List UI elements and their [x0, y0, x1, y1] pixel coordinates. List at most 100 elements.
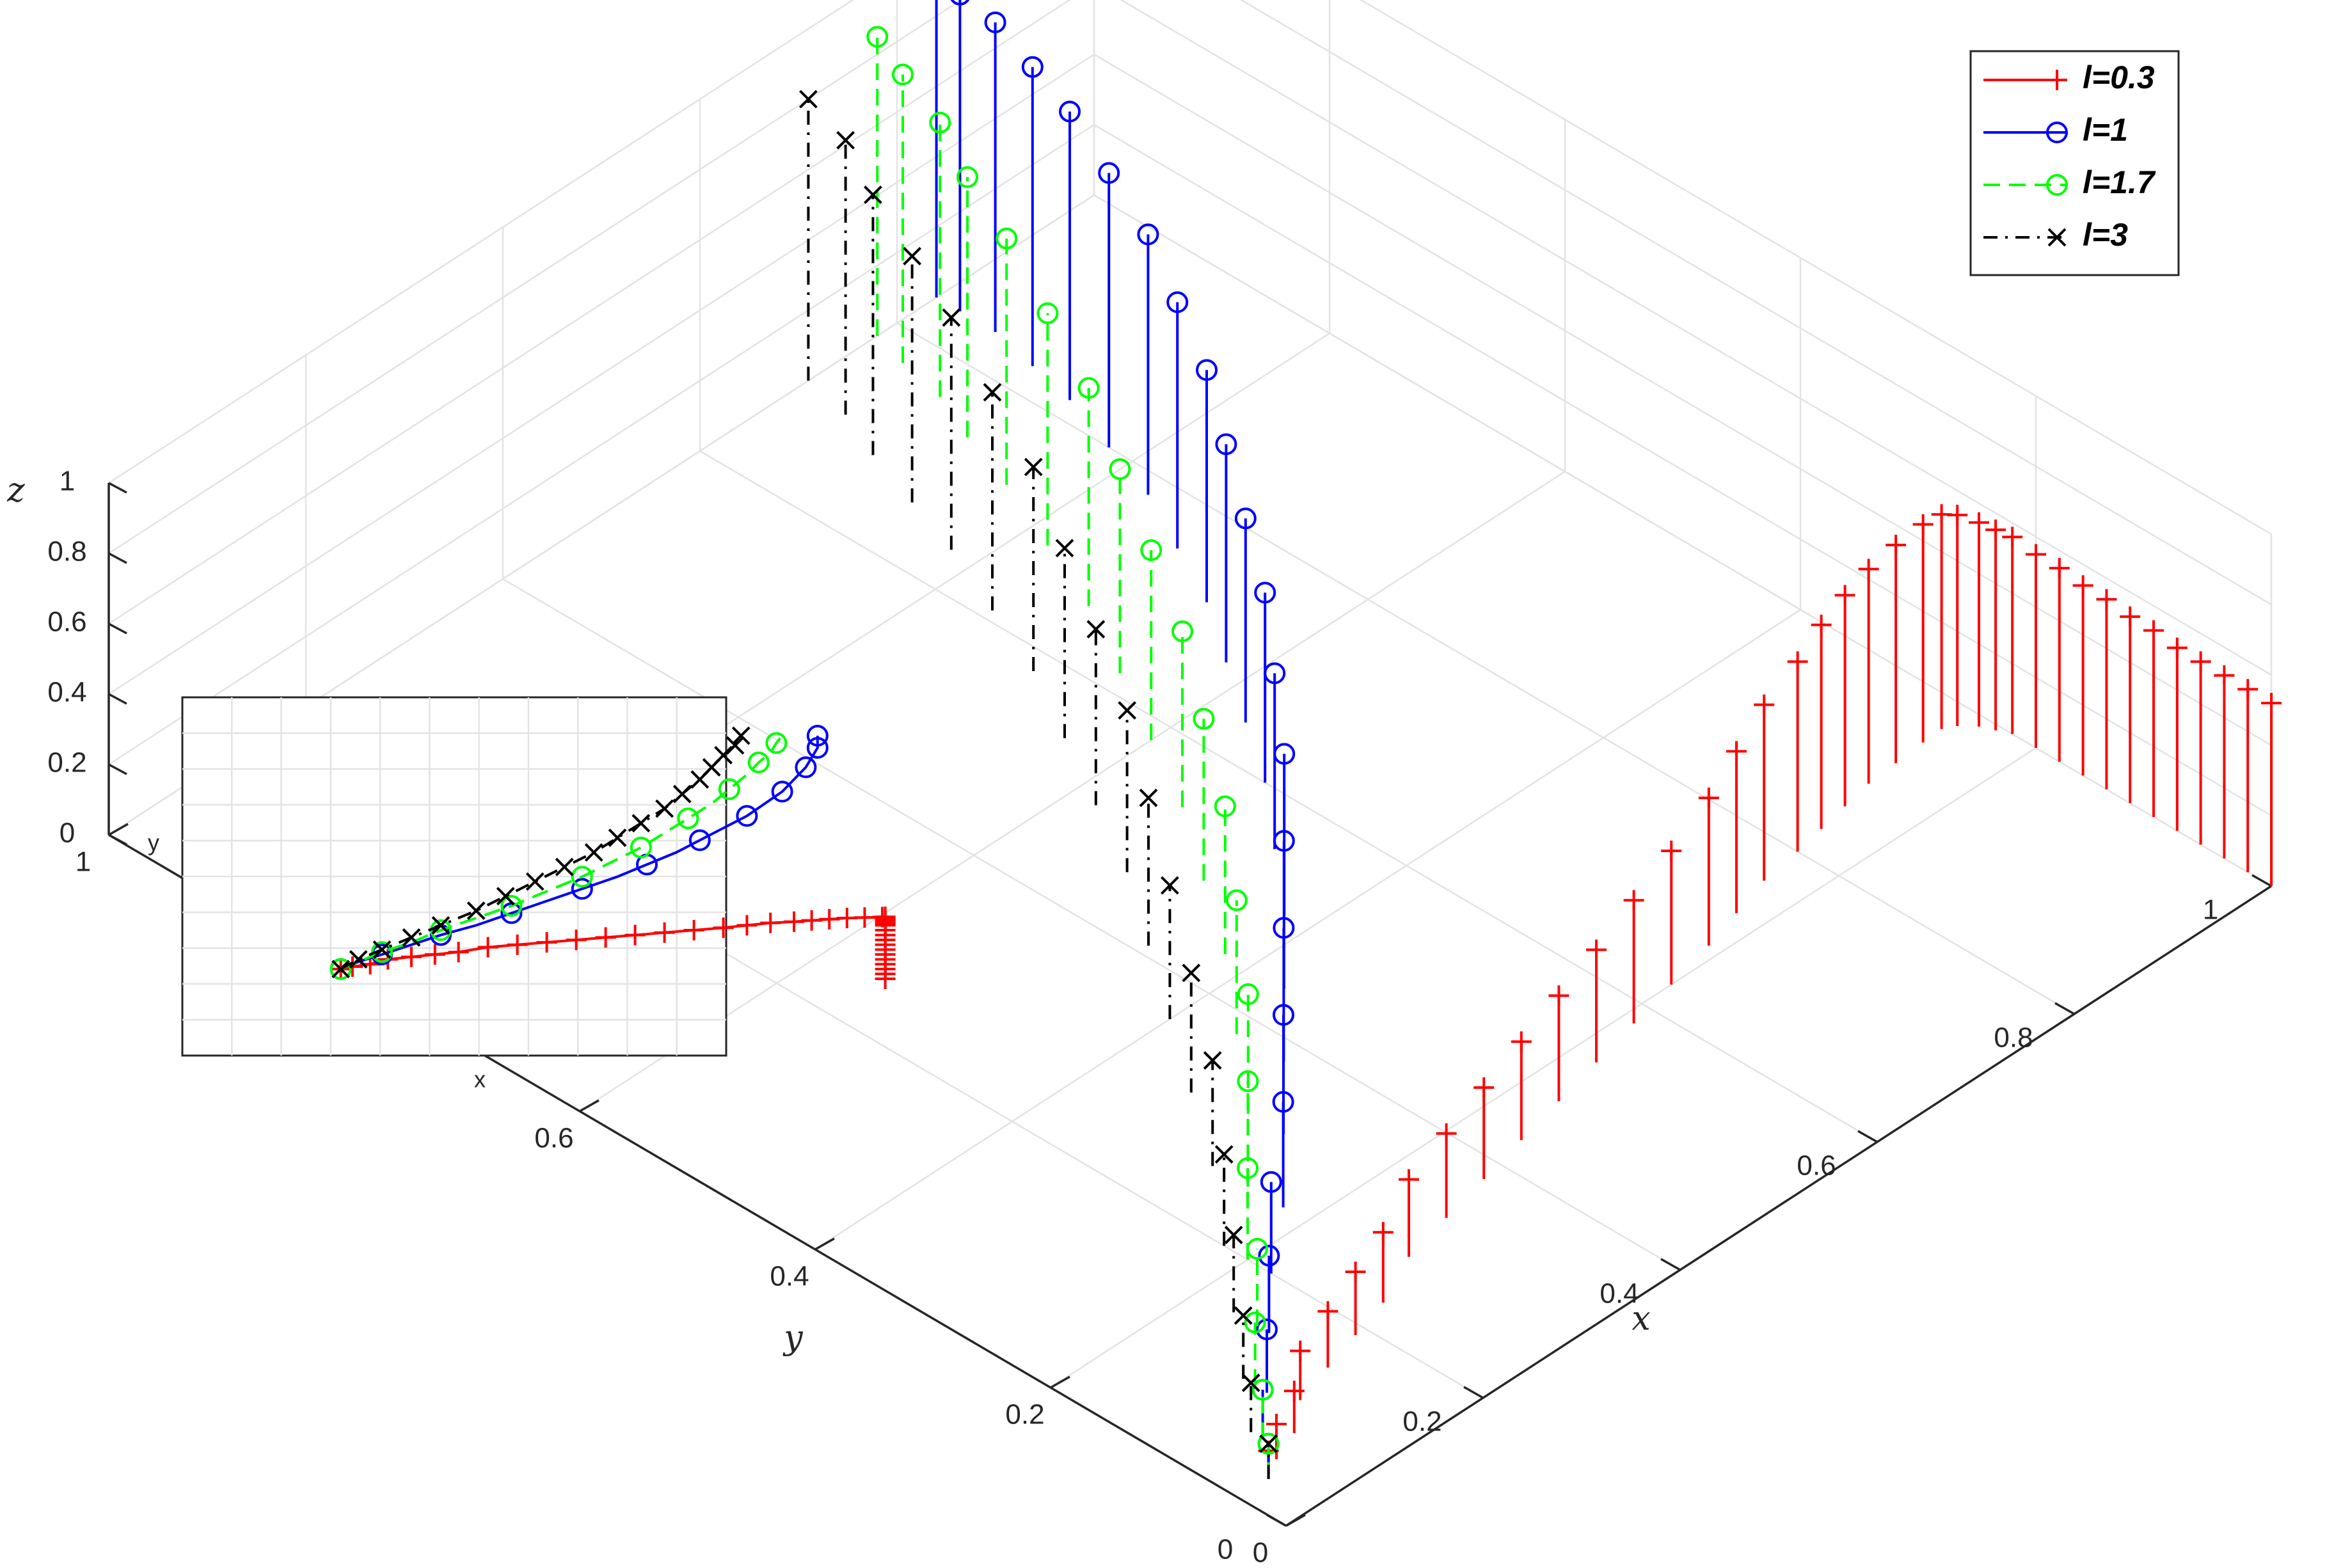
x-tick-label: 0.6: [1797, 1150, 1836, 1182]
y-tick-label: 0: [1253, 1537, 1268, 1568]
marker-circle: [688, 829, 711, 851]
grid-line: [579, 470, 1566, 1113]
marker-circle: [630, 836, 652, 859]
marker-circle: [1234, 507, 1257, 530]
grid-line: [1093, 123, 2272, 817]
marker-plus: [2261, 693, 2282, 713]
marker-plus: [1912, 514, 1934, 535]
marker-cross: [1259, 1434, 1278, 1453]
marker-plus: [760, 912, 781, 933]
marker-circle: [771, 780, 793, 803]
marker-stroke: [496, 887, 515, 906]
marker-circle: [571, 878, 593, 900]
marker-cross: [496, 887, 515, 906]
marker-plus: [1969, 512, 1989, 533]
marker-stroke: [1259, 1434, 1278, 1453]
grid-line: [1093, 194, 2272, 887]
grid-line: [108, 0, 854, 484]
marker-cross: [798, 90, 818, 109]
marker-plus: [2096, 589, 2117, 610]
marker-plus: [1586, 939, 1607, 960]
inset-y-label: y: [148, 830, 159, 856]
marker-stroke: [1086, 620, 1106, 639]
z-tick-label: 0.6: [47, 606, 86, 638]
marker-circle: [1171, 620, 1193, 642]
marker-cross: [1241, 1374, 1260, 1393]
marker-circle: [1196, 359, 1218, 381]
legend: l=0.3 l=1 l=1.7 l=3: [1969, 50, 2180, 276]
marker-circle: [571, 866, 593, 888]
marker-stroke: [1160, 876, 1179, 895]
grid-line: [699, 450, 1878, 1143]
marker-stroke: [672, 784, 692, 804]
z-axis-label: z: [6, 471, 25, 510]
marker-plus: [595, 927, 616, 948]
marker-cross: [1139, 788, 1158, 807]
marker-plus: [2143, 620, 2164, 641]
marker-plus: [1834, 585, 1855, 606]
marker-plus: [1811, 614, 1832, 635]
marker-plus: [1548, 985, 1569, 1006]
z-tick: [108, 834, 127, 846]
marker-circle: [984, 12, 1006, 33]
marker-cross: [1086, 620, 1106, 639]
marker-circle: [2046, 174, 2068, 196]
y-tick-label: 0.6: [534, 1123, 573, 1154]
marker-plus: [736, 915, 758, 936]
marker-plus: [1290, 1340, 1311, 1361]
marker-cross: [1234, 1306, 1253, 1325]
z-tick: [108, 552, 127, 564]
marker-stroke: [431, 915, 450, 935]
marker-stroke: [331, 960, 351, 979]
marker-plus: [2026, 544, 2046, 565]
grid-line: [814, 608, 1801, 1251]
x-tick: [1463, 1386, 1484, 1399]
marker-stroke: [1118, 701, 1137, 720]
marker-plus: [2047, 70, 2067, 90]
marker-stroke: [836, 131, 855, 150]
marker-circle: [892, 63, 914, 86]
x-axis: [1285, 885, 2272, 1527]
x-tick: [2252, 874, 2272, 887]
marker-plus: [2190, 651, 2211, 672]
marker-stroke: [372, 940, 392, 959]
x-tick: [1660, 1258, 1681, 1271]
x-tick-label: 0: [1218, 1534, 1233, 1565]
z-tick-label: 0.2: [47, 747, 86, 779]
marker-plus: [854, 907, 875, 928]
grid-line: [1050, 747, 2037, 1389]
marker-cross: [608, 828, 627, 848]
marker-cross: [714, 745, 733, 764]
marker-circle: [795, 756, 817, 779]
marker-stroke: [1224, 1225, 1243, 1244]
marker-plus: [624, 924, 646, 946]
series-group: [798, 0, 2282, 1479]
marker-plus: [1511, 1031, 1532, 1052]
grid-line: [896, 322, 2075, 1015]
marker-plus: [1317, 1301, 1338, 1322]
marker-plus: [1399, 1169, 1419, 1190]
marker-circle: [747, 751, 770, 773]
marker-circle: [1193, 708, 1215, 730]
legend-entry-label: l=1.7: [2083, 164, 2156, 200]
marker-stroke: [1234, 1306, 1253, 1325]
series-l=1: [935, 0, 1296, 1479]
marker-stroke: [1139, 788, 1158, 807]
marker-cross: [1024, 457, 1043, 477]
z-tick-label: 1: [60, 466, 75, 497]
marker-cross: [863, 185, 882, 204]
x-tick-label: 0.8: [1994, 1022, 2033, 1054]
marker-cross: [836, 131, 855, 150]
marker-circle: [996, 227, 1018, 249]
marker-cross: [726, 736, 745, 755]
y-tick-label: 0.2: [1005, 1399, 1044, 1430]
inset-series-line: [340, 734, 784, 970]
marker-circle: [765, 732, 788, 754]
marker-cross: [1203, 1051, 1222, 1070]
marker-stroke: [1024, 457, 1043, 477]
grid-line: [108, 123, 1095, 766]
marker-plus: [1661, 841, 1682, 861]
marker-cross: [1055, 539, 1074, 558]
marker-circle: [806, 737, 829, 759]
